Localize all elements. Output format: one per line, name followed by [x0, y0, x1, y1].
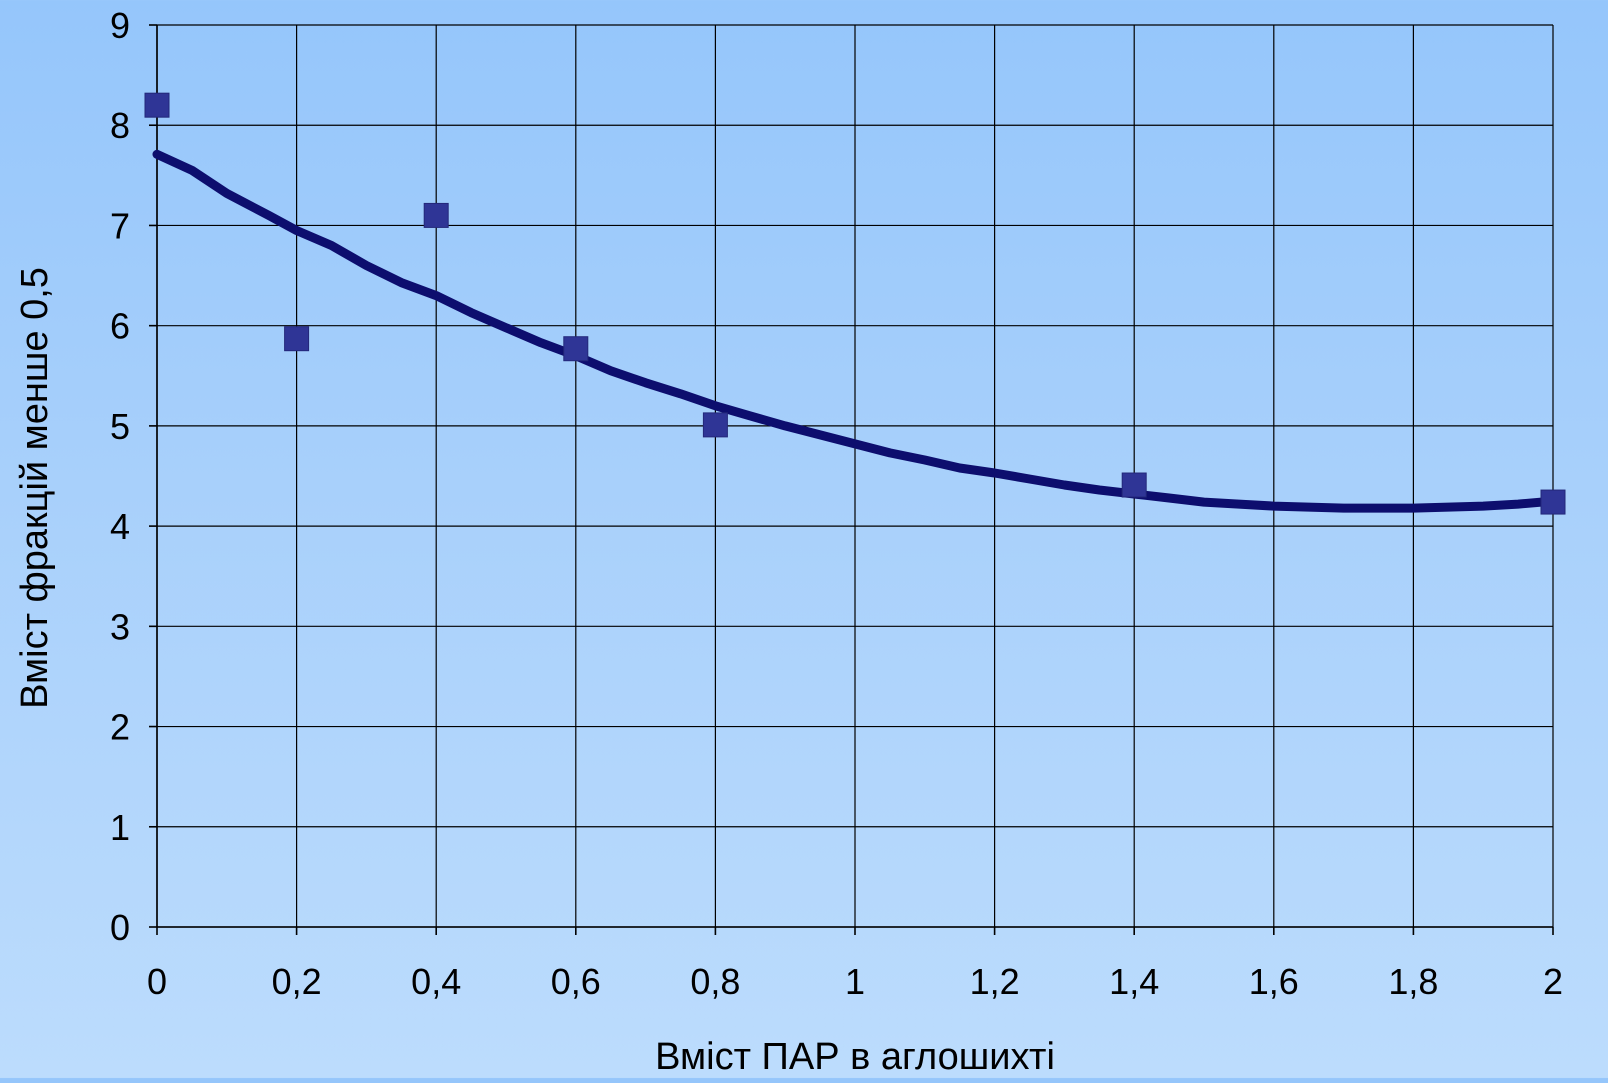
- series: [144, 92, 1566, 515]
- x-tick-label: 2: [1543, 961, 1563, 1002]
- x-tick-label: 0,6: [551, 961, 601, 1002]
- x-tick-label: 1: [845, 961, 865, 1002]
- y-tick-label: 8: [110, 105, 130, 146]
- tick-labels: 0 1 2 3 4 5 6 7 8 9 0 0,2 0,4 0,6 0,8 1 1,2 1,4 1,6 1,8 2: [110, 5, 1563, 1002]
- axes: [149, 24, 1554, 935]
- data-point: [423, 202, 449, 228]
- y-tick-label: 7: [110, 205, 130, 246]
- y-tick-label: 5: [110, 406, 130, 447]
- grid: [156, 24, 1554, 928]
- data-point: [1540, 489, 1566, 515]
- y-tick-label: 0: [110, 907, 130, 948]
- data-point: [284, 326, 310, 352]
- y-tick-label: 2: [110, 707, 130, 748]
- y-tick-label: 6: [110, 306, 130, 347]
- data-point: [1121, 472, 1147, 498]
- x-tick-label: 1,4: [1109, 961, 1159, 1002]
- x-tick-label: 0: [147, 961, 167, 1002]
- data-point: [702, 412, 728, 438]
- x-tick-label: 0,8: [690, 961, 740, 1002]
- x-tick-label: 1,6: [1249, 961, 1299, 1002]
- x-tick-label: 0,4: [411, 961, 461, 1002]
- y-tick-label: 3: [110, 606, 130, 647]
- y-axis-title: Вміст фракцій менше 0,5: [14, 267, 56, 709]
- y-tick-label: 9: [110, 5, 130, 46]
- trend-line: [152, 149, 1558, 513]
- y-tick-label: 1: [110, 807, 130, 848]
- x-tick-label: 0,2: [272, 961, 322, 1002]
- x-tick-label: 1,2: [970, 961, 1020, 1002]
- x-tick-label: 1,8: [1388, 961, 1438, 1002]
- data-point: [563, 336, 589, 362]
- y-tick-label: 4: [110, 506, 130, 547]
- x-axis-title: Вміст ПАР в аглошихті: [655, 1036, 1055, 1078]
- data-point: [144, 92, 170, 118]
